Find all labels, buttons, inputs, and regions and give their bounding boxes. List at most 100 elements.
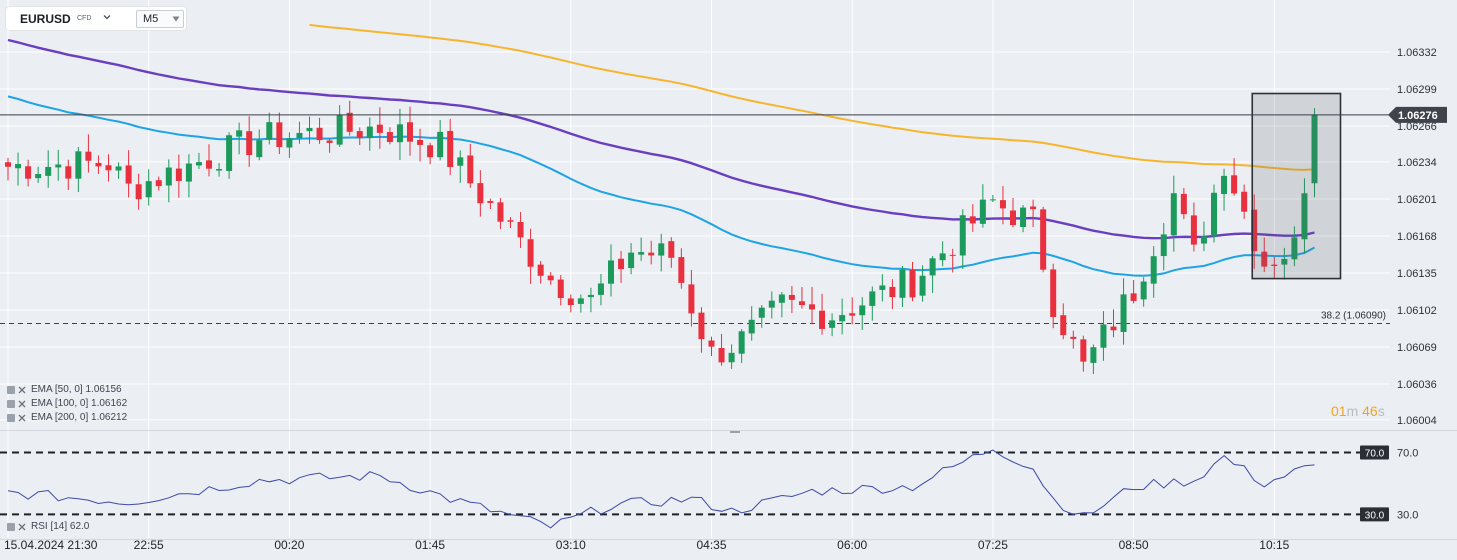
candle[interactable] bbox=[1060, 303, 1067, 340]
candle-body[interactable] bbox=[346, 112, 353, 132]
candle-body[interactable] bbox=[929, 258, 936, 276]
candle[interactable] bbox=[135, 173, 142, 210]
candle-body[interactable] bbox=[798, 301, 805, 306]
candle-body[interactable] bbox=[879, 285, 886, 290]
candle[interactable] bbox=[326, 138, 333, 153]
candle-body[interactable] bbox=[316, 127, 323, 141]
candle-body[interactable] bbox=[959, 215, 966, 256]
candle-body[interactable] bbox=[788, 294, 795, 300]
candle[interactable] bbox=[1120, 278, 1127, 345]
candle-body[interactable] bbox=[507, 220, 514, 222]
candle-body[interactable] bbox=[155, 180, 162, 187]
candle-body[interactable] bbox=[457, 157, 464, 166]
candle-body[interactable] bbox=[1311, 114, 1318, 184]
candle-body[interactable] bbox=[1070, 336, 1077, 339]
candle[interactable] bbox=[1070, 330, 1077, 349]
candle-body[interactable] bbox=[75, 151, 82, 179]
candle[interactable] bbox=[1050, 263, 1057, 329]
candles[interactable] bbox=[5, 100, 1318, 374]
candle[interactable] bbox=[999, 186, 1006, 225]
candle-body[interactable] bbox=[557, 279, 564, 298]
candle[interactable] bbox=[1311, 108, 1318, 198]
candle-body[interactable] bbox=[1020, 207, 1027, 227]
candle-body[interactable] bbox=[678, 257, 685, 283]
candle-body[interactable] bbox=[296, 132, 303, 139]
candle-body[interactable] bbox=[65, 166, 72, 179]
candle[interactable] bbox=[1140, 277, 1147, 307]
candle-body[interactable] bbox=[417, 139, 424, 145]
candle-body[interactable] bbox=[115, 166, 122, 171]
candle-body[interactable] bbox=[587, 294, 594, 298]
candle[interactable] bbox=[266, 112, 273, 145]
candle[interactable] bbox=[246, 116, 253, 167]
candle[interactable] bbox=[15, 152, 22, 186]
candle[interactable] bbox=[668, 237, 675, 268]
legend-indicator-icons[interactable] bbox=[7, 385, 29, 395]
candle[interactable] bbox=[1251, 194, 1258, 269]
candle[interactable] bbox=[688, 269, 695, 327]
legend-indicator-icons[interactable] bbox=[7, 413, 29, 423]
candle[interactable] bbox=[768, 291, 775, 319]
candle-body[interactable] bbox=[356, 131, 363, 139]
legend-indicator-icons[interactable] bbox=[7, 522, 29, 532]
candle-body[interactable] bbox=[899, 269, 906, 298]
candle-body[interactable] bbox=[1010, 210, 1016, 226]
candle[interactable] bbox=[457, 150, 464, 183]
candle-body[interactable] bbox=[597, 283, 604, 295]
symbol-bar[interactable]: EURUSD CFD M5 bbox=[6, 7, 186, 30]
candle[interactable] bbox=[1040, 206, 1047, 273]
candle[interactable] bbox=[95, 155, 102, 174]
candle-body[interactable] bbox=[839, 315, 846, 322]
candle[interactable] bbox=[798, 287, 805, 309]
candle-body[interactable] bbox=[738, 331, 745, 354]
candle-body[interactable] bbox=[256, 140, 263, 158]
candle-body[interactable] bbox=[226, 135, 233, 171]
candle[interactable] bbox=[1010, 197, 1016, 228]
candle[interactable] bbox=[1080, 335, 1087, 372]
candle-body[interactable] bbox=[608, 260, 614, 284]
candle-body[interactable] bbox=[5, 162, 11, 167]
candle[interactable] bbox=[658, 233, 665, 272]
candle-body[interactable] bbox=[1221, 175, 1228, 195]
candle[interactable] bbox=[909, 261, 916, 302]
candle-body[interactable] bbox=[527, 239, 534, 267]
candle[interactable] bbox=[85, 134, 92, 173]
candle-body[interactable] bbox=[829, 320, 836, 328]
candle[interactable] bbox=[1231, 158, 1238, 196]
candle-body[interactable] bbox=[1040, 209, 1047, 270]
candle[interactable] bbox=[115, 162, 122, 179]
candle-body[interactable] bbox=[628, 252, 635, 269]
candle[interactable] bbox=[939, 241, 946, 267]
candle-body[interactable] bbox=[145, 181, 152, 198]
candle[interactable] bbox=[497, 198, 504, 230]
candle-body[interactable] bbox=[1241, 191, 1248, 212]
candle-body[interactable] bbox=[1100, 324, 1107, 348]
candle-body[interactable] bbox=[336, 114, 343, 145]
candle-body[interactable] bbox=[216, 169, 223, 171]
candle[interactable] bbox=[708, 336, 715, 357]
candle[interactable] bbox=[55, 149, 62, 181]
candle-body[interactable] bbox=[1140, 281, 1147, 300]
candle[interactable] bbox=[979, 184, 986, 228]
candle[interactable] bbox=[557, 275, 564, 306]
candle[interactable] bbox=[1241, 184, 1248, 219]
candle[interactable] bbox=[366, 117, 373, 151]
candle[interactable] bbox=[356, 127, 363, 146]
candle[interactable] bbox=[839, 298, 846, 335]
candle-body[interactable] bbox=[497, 202, 504, 222]
candle-body[interactable] bbox=[1090, 347, 1097, 363]
candle[interactable] bbox=[487, 198, 494, 210]
candle[interactable] bbox=[175, 154, 182, 198]
candle-body[interactable] bbox=[477, 183, 484, 204]
chevron-down-icon[interactable] bbox=[102, 12, 112, 22]
candle[interactable] bbox=[869, 286, 876, 321]
candle-body[interactable] bbox=[1231, 175, 1238, 194]
candle[interactable] bbox=[467, 143, 474, 188]
candle-body[interactable] bbox=[949, 254, 956, 256]
rsi-line[interactable] bbox=[7, 449, 1315, 529]
candle-body[interactable] bbox=[195, 162, 202, 166]
pane-resize-handle[interactable] bbox=[730, 431, 740, 433]
candle[interactable] bbox=[517, 211, 524, 248]
candle-body[interactable] bbox=[1251, 209, 1258, 252]
